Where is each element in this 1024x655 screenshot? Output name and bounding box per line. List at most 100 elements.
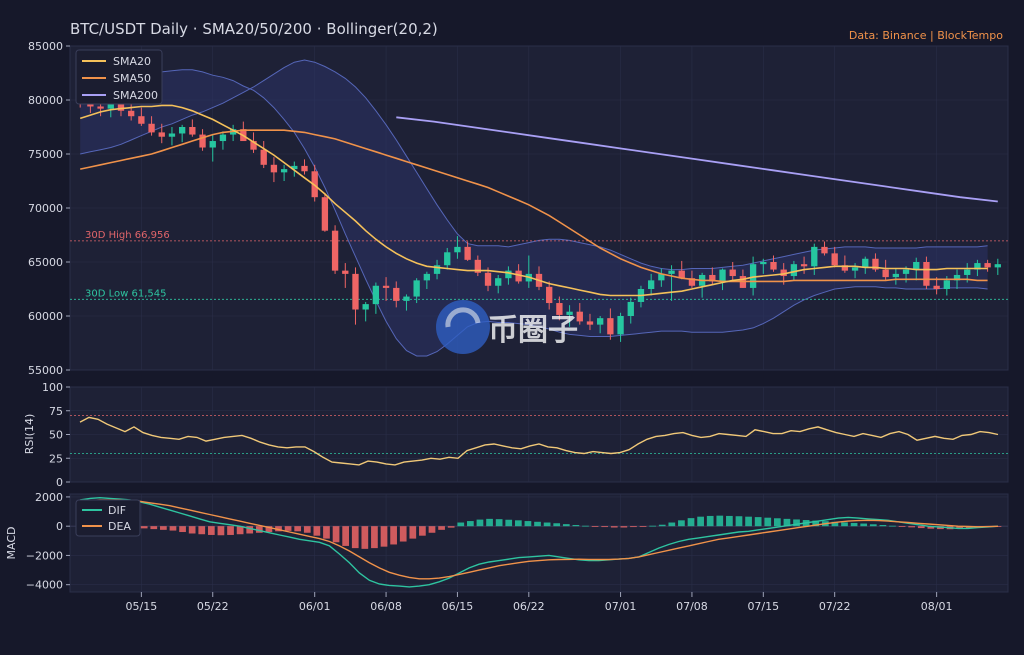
sma50-line xyxy=(80,129,988,283)
candle-body xyxy=(382,285,390,288)
rsi-axis-label: RSI(14) xyxy=(23,414,36,454)
sma20-line xyxy=(79,104,988,297)
candle-body xyxy=(760,262,767,265)
candle-body xyxy=(505,270,512,279)
candle-body xyxy=(372,285,380,305)
candle-body xyxy=(800,264,808,267)
macd-histogram-bar xyxy=(879,525,887,527)
macd-histogram-bar xyxy=(467,521,474,527)
macd-histogram-bar xyxy=(697,516,704,527)
candle-body xyxy=(933,285,940,289)
macd-histogram-bar xyxy=(591,526,599,527)
macd-histogram-bar xyxy=(678,520,685,527)
candle-body xyxy=(433,265,441,274)
macd-histogram-bar xyxy=(160,526,167,530)
x-tick-label: 06/08 xyxy=(370,600,402,613)
x-tick-label: 07/01 xyxy=(605,600,637,613)
level-label: 30D Low 61,545 xyxy=(85,288,166,299)
candle-body xyxy=(831,253,838,266)
macd-histogram-bar xyxy=(917,526,925,529)
macd-histogram-bar xyxy=(898,526,906,527)
macd-histogram-bar xyxy=(342,526,350,546)
x-tick-label: 05/15 xyxy=(126,600,158,613)
candle-body xyxy=(984,263,991,268)
x-tick-label: 06/15 xyxy=(442,600,474,613)
macd-histogram-bar xyxy=(649,525,656,527)
macd-histogram-bar xyxy=(716,515,724,527)
candle-body xyxy=(770,262,777,270)
candle-body xyxy=(331,230,339,271)
candle-body xyxy=(352,273,359,310)
x-tick-label: 08/01 xyxy=(921,600,953,613)
price-ytick-label: 80000 xyxy=(28,94,63,107)
macd-histogram-bar xyxy=(294,526,302,532)
candle-body xyxy=(709,274,716,282)
macd-histogram-bar xyxy=(371,526,378,549)
legend-label: SMA50 xyxy=(113,72,151,85)
candle-body xyxy=(199,134,206,148)
macd-histogram-bar xyxy=(246,526,254,534)
x-tick-label: 07/22 xyxy=(819,600,851,613)
macd-ytick-label: −2000 xyxy=(26,549,63,562)
macd-histogram-bar xyxy=(553,523,561,527)
macd-panel: −4000 −2000 0 2000 DIF DEA MACD xyxy=(5,491,1009,593)
candle-body xyxy=(882,269,889,278)
candle-body xyxy=(168,133,176,137)
candle-body xyxy=(117,103,125,111)
price-panel: 55000 60000 65000 70000 75000 80000 85000 30D H… xyxy=(28,40,1009,377)
rsi-ytick-label: 100 xyxy=(42,381,63,394)
candle-body xyxy=(454,246,461,253)
x-tick-label: 05/22 xyxy=(197,600,229,613)
macd-histogram-bar xyxy=(514,520,522,527)
macd-histogram-bar xyxy=(927,526,935,529)
candle-body xyxy=(851,267,859,271)
candle-body xyxy=(668,270,675,274)
macd-histogram-bar xyxy=(457,522,465,527)
candle-body xyxy=(597,318,604,325)
macd-histogram-bar xyxy=(486,518,493,527)
bollinger-upper-line xyxy=(80,59,988,271)
macd-histogram-bar xyxy=(428,526,436,533)
macd-histogram-bar xyxy=(860,523,868,527)
candle-body xyxy=(189,127,196,135)
candle-body xyxy=(515,270,522,282)
macd-histogram-bar xyxy=(179,526,186,533)
macd-histogram-bar xyxy=(419,526,426,536)
macd-histogram-bar xyxy=(534,521,541,527)
macd-histogram-bar xyxy=(610,526,618,528)
macd-histogram-bar xyxy=(630,526,637,528)
candle-body xyxy=(607,318,614,335)
candle-body xyxy=(729,269,736,277)
candle-body xyxy=(872,258,879,270)
macd-histogram-bar xyxy=(303,526,311,533)
macd-ytick-label: −4000 xyxy=(26,579,63,592)
candle-body xyxy=(586,321,594,325)
macd-histogram-bar xyxy=(889,525,896,527)
macd-histogram-bar xyxy=(773,518,781,527)
candle-body xyxy=(158,132,165,137)
macd-histogram-bar xyxy=(255,526,263,533)
candle-body xyxy=(270,164,278,173)
candle-body xyxy=(342,270,349,274)
candle-body xyxy=(128,110,135,117)
candle-body xyxy=(546,286,553,304)
macd-histogram-bar xyxy=(572,525,580,527)
macd-histogram-bar xyxy=(390,526,397,545)
watermark: 币圈子 xyxy=(436,300,578,354)
candle-body xyxy=(209,141,216,148)
level-label: 30D High 66,956 xyxy=(85,230,170,241)
macd-histogram-bar xyxy=(668,522,676,527)
candle-body xyxy=(97,106,104,109)
macd-histogram-bar xyxy=(207,526,215,535)
rsi-ytick-label: 25 xyxy=(49,452,63,465)
macd-histogram-bar xyxy=(965,526,973,529)
macd-histogram-bar xyxy=(687,518,695,527)
macd-histogram-bar xyxy=(198,526,206,535)
rsi-line xyxy=(79,416,999,466)
candle-body xyxy=(291,165,298,170)
x-tick-label: 06/22 xyxy=(513,600,545,613)
candle-body xyxy=(321,197,329,231)
macd-histogram-bar xyxy=(332,526,340,543)
macd-histogram-bar xyxy=(783,518,791,527)
macd-histogram-bar xyxy=(601,526,609,528)
